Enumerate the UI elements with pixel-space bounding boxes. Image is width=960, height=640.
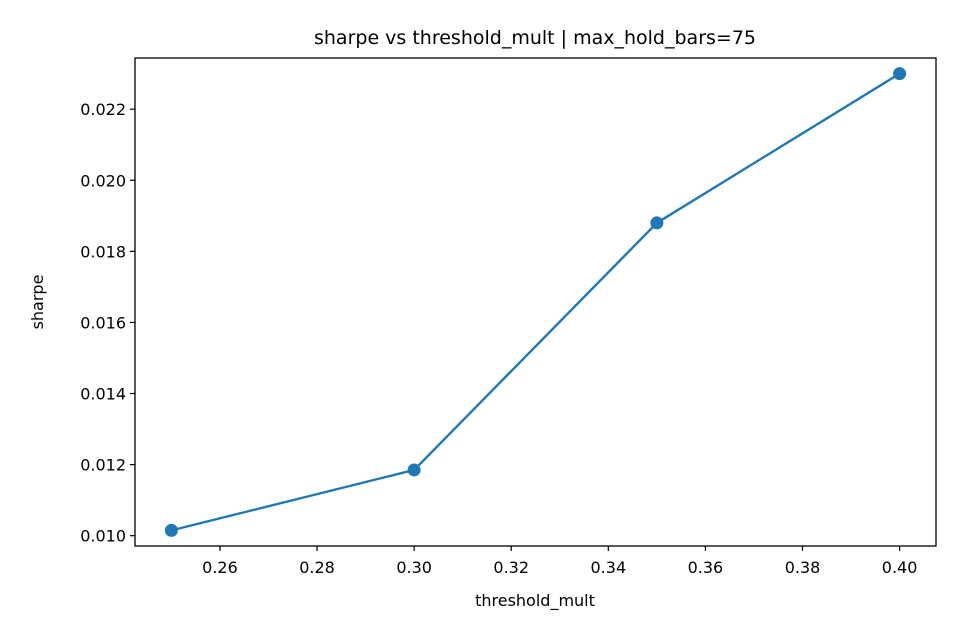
y-tick-label: 0.014 bbox=[80, 385, 126, 404]
y-tick-label: 0.018 bbox=[80, 242, 126, 261]
chart-title: sharpe vs threshold_mult | max_hold_bars… bbox=[314, 27, 756, 49]
x-tick-label: 0.32 bbox=[493, 558, 529, 577]
data-point bbox=[407, 463, 421, 477]
series-line bbox=[170, 72, 901, 532]
axes-frame bbox=[134, 57, 937, 547]
x-tick-label: 0.38 bbox=[785, 558, 821, 577]
y-tick-label: 0.010 bbox=[80, 527, 126, 546]
plot-area bbox=[164, 67, 907, 537]
x-tick-label: 0.28 bbox=[299, 558, 335, 577]
x-tick-label: 0.30 bbox=[396, 558, 432, 577]
data-point bbox=[164, 523, 178, 537]
data-point bbox=[650, 216, 664, 230]
y-tick-label: 0.022 bbox=[80, 100, 126, 119]
y-tick-label: 0.016 bbox=[80, 313, 126, 332]
x-tick-label: 0.34 bbox=[591, 558, 627, 577]
x-tick-label: 0.40 bbox=[882, 558, 918, 577]
y-axis-label: sharpe bbox=[28, 275, 47, 330]
x-tick-label: 0.36 bbox=[688, 558, 724, 577]
data-point bbox=[893, 67, 907, 81]
y-tick-label: 0.020 bbox=[80, 171, 126, 190]
x-axis-label: threshold_mult bbox=[475, 591, 595, 611]
y-tick-label: 0.012 bbox=[80, 456, 126, 475]
x-tick-label: 0.26 bbox=[202, 558, 238, 577]
